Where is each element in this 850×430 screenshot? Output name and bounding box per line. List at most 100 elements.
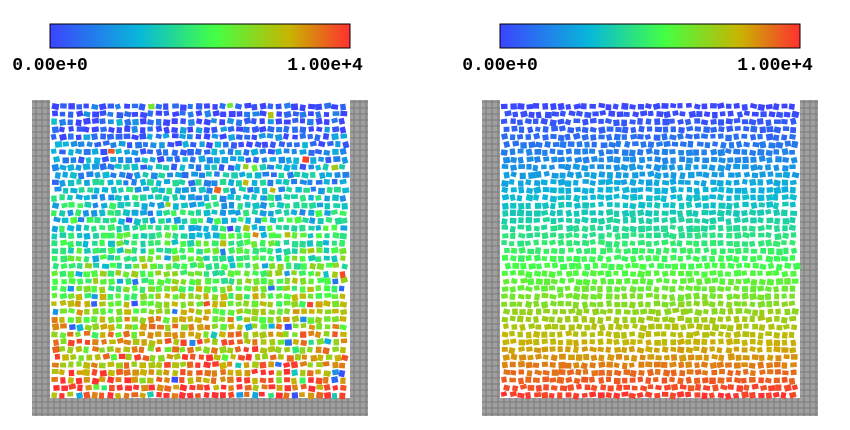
particle	[115, 377, 122, 383]
particle	[558, 247, 566, 255]
particle	[196, 232, 203, 238]
particle	[170, 209, 177, 217]
particle	[307, 247, 315, 254]
particle	[331, 126, 340, 133]
particle	[716, 102, 725, 110]
particle	[566, 339, 573, 346]
particle	[275, 233, 282, 239]
particle	[62, 157, 69, 164]
particle	[186, 361, 194, 369]
particle	[324, 233, 330, 239]
particle	[148, 339, 156, 348]
particle	[244, 323, 253, 331]
particle	[597, 346, 604, 353]
particle	[126, 142, 133, 149]
particle	[338, 362, 346, 369]
particle	[597, 285, 603, 293]
particle	[155, 315, 162, 322]
particle	[613, 240, 621, 249]
particle	[301, 354, 308, 360]
particle	[725, 179, 732, 186]
particle	[671, 323, 679, 330]
particle	[171, 238, 179, 246]
particle	[637, 133, 644, 140]
particle	[677, 118, 684, 125]
particle	[568, 308, 576, 315]
particle	[582, 202, 589, 209]
particle	[709, 361, 718, 370]
particle	[573, 255, 581, 263]
particle	[91, 117, 100, 124]
particle	[766, 156, 773, 164]
particle	[294, 353, 302, 361]
particle	[688, 110, 697, 119]
particle	[639, 110, 648, 117]
particle	[244, 369, 251, 377]
particle	[735, 307, 743, 315]
particle	[307, 270, 315, 277]
particle	[575, 262, 582, 270]
particle	[125, 201, 131, 207]
particle	[605, 178, 614, 186]
particle	[130, 255, 138, 263]
particle	[532, 164, 539, 172]
particle	[575, 247, 583, 255]
particle	[70, 216, 78, 224]
particle	[572, 292, 581, 301]
particle	[68, 103, 75, 110]
particle	[75, 134, 82, 141]
particle	[757, 225, 766, 232]
particle	[203, 240, 209, 247]
particle	[155, 361, 163, 369]
particle	[147, 345, 155, 352]
particle	[765, 103, 773, 110]
particle	[267, 239, 276, 247]
particle	[220, 263, 229, 271]
particle	[298, 270, 307, 277]
particle	[107, 308, 114, 314]
particle	[727, 307, 734, 315]
particle	[575, 308, 583, 316]
particle	[677, 225, 685, 233]
particle	[77, 172, 85, 180]
particle	[517, 180, 524, 187]
particle	[782, 201, 789, 207]
particle	[277, 354, 284, 360]
particle	[70, 187, 78, 194]
particle	[300, 383, 307, 390]
particle	[789, 210, 798, 216]
particle	[781, 240, 787, 246]
particle	[636, 270, 646, 279]
particle	[670, 194, 677, 200]
particle	[283, 392, 290, 400]
particle	[331, 369, 340, 376]
particle	[213, 384, 220, 391]
particle	[629, 210, 636, 218]
particle	[533, 239, 540, 246]
particle	[752, 141, 760, 148]
particle	[179, 384, 188, 392]
particle	[520, 110, 528, 118]
particle	[323, 270, 330, 279]
particle	[229, 262, 236, 269]
particle	[557, 339, 564, 346]
particle	[83, 194, 91, 201]
particle	[784, 308, 791, 316]
particle	[324, 292, 332, 298]
particle	[339, 316, 347, 322]
particle	[315, 271, 321, 277]
particle	[92, 308, 99, 315]
particle	[677, 103, 683, 109]
particle	[524, 285, 533, 293]
particle	[275, 300, 283, 307]
particle	[283, 125, 290, 133]
particle	[664, 263, 672, 269]
particle	[106, 133, 115, 141]
particle	[306, 301, 314, 308]
particle	[315, 377, 323, 385]
particle	[781, 301, 789, 308]
particle	[501, 270, 508, 276]
particle	[733, 392, 739, 399]
particle	[180, 339, 187, 346]
particle	[291, 164, 298, 170]
